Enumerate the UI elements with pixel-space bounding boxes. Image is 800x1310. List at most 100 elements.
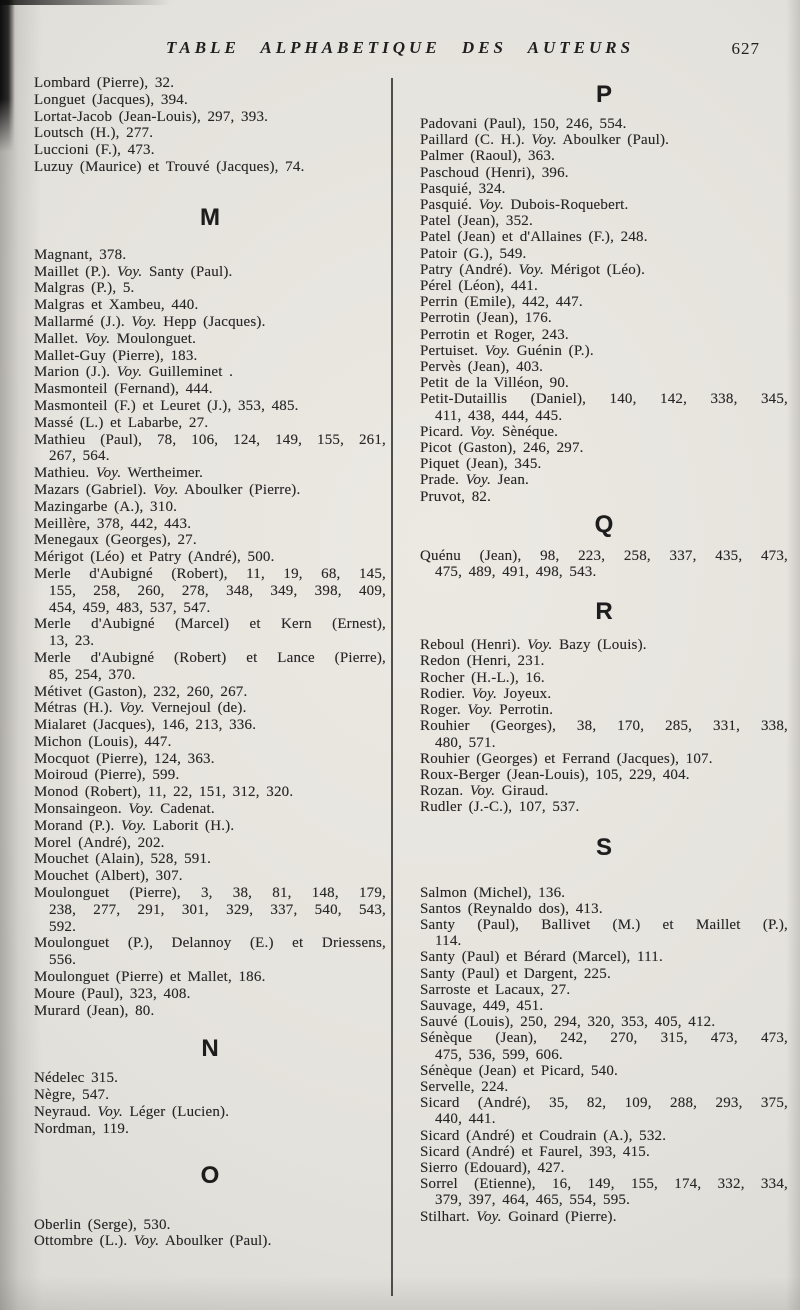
- page-number: 627: [731, 39, 760, 58]
- index-entry: Stilhart. Voy. Goinard (Pierre).: [420, 1209, 788, 1225]
- index-entry: Rudler (J.-C.), 107, 537.: [420, 799, 788, 815]
- voy-cross-reference: Voy.: [478, 197, 504, 214]
- index-entry: Picot (Gaston), 246, 297.: [420, 440, 788, 456]
- index-entry-line: Moure (Paul), 323, 408.: [34, 985, 191, 1002]
- index-entry: Mocquot (Pierre), 124, 363.: [34, 751, 386, 768]
- index-entry: Prade. Voy. Jean.: [420, 472, 788, 488]
- index-entry: Petit-Dutaillis (Daniel), 140, 142, 338,…: [420, 391, 788, 423]
- index-entry-line: Nordman, 119.: [34, 1120, 130, 1137]
- index-entry: Merle d'Aubigné (Robert), 11, 19, 68, 14…: [34, 566, 386, 616]
- index-entry: Merle d'Aubigné (Marcel) et Kern (Ernest…: [34, 616, 386, 650]
- index-entry: Masmonteil (Fernand), 444.: [34, 381, 386, 398]
- index-column-left: Lombard (Pierre), 32. Longuet (Jacques), …: [34, 75, 386, 1250]
- index-entry-line: Rozan. Voy. Giraud.: [420, 783, 549, 800]
- scan-shadow-bottom: [0, 1276, 800, 1310]
- index-entry: Massé (L.) et Labarbe, 27.: [34, 415, 386, 432]
- index-entry-line: Ottombre (L.). Voy. Aboulker (Paul).: [34, 1233, 272, 1250]
- index-entry-line: Magnant, 378.: [34, 246, 127, 263]
- section-header-P: P: [595, 81, 612, 108]
- index-entry-line: Métras (H.). Voy. Vernejoul (de).: [34, 700, 247, 717]
- index-entry: Patel (Jean), 352.: [420, 213, 788, 229]
- index-entry: Rozan. Voy. Giraud.: [420, 783, 788, 799]
- section-header-N: N: [201, 1035, 219, 1063]
- index-entry: Santy (Paul), Ballivet (M.) et Maillet (…: [420, 917, 788, 949]
- voy-cross-reference: Voy.: [119, 700, 145, 717]
- section-header-R: R: [595, 598, 613, 626]
- voy-cross-reference: Voy.: [531, 132, 557, 149]
- index-entry: Palmer (Raoul), 363.: [420, 148, 788, 164]
- voy-cross-reference: Voy.: [469, 783, 496, 800]
- index-entry: Nègre, 547.: [34, 1087, 386, 1104]
- index-entry: Rodier. Voy. Joyeux.: [420, 686, 788, 702]
- index-entry-line: Morand (P.). Voy. Laborit (H.).: [34, 817, 235, 834]
- index-entry-line: Neyraud. Voy. Léger (Lucien).: [34, 1104, 230, 1121]
- voy-cross-reference: Voy.: [484, 342, 511, 359]
- index-entry-line: Santy (Paul), Ballivet (M.) et Maillet (…: [420, 916, 788, 933]
- index-entry-line: Moulonguet (Pierre), 3, 38, 81, 148, 179…: [34, 885, 386, 902]
- index-entry: Quénu (Jean), 98, 223, 258, 337, 435, 47…: [420, 548, 788, 580]
- index-entry-line: Luccioni (F.), 473.: [34, 142, 155, 159]
- index-entry: Mialaret (Jacques), 146, 213, 336.: [34, 717, 386, 734]
- index-entry: Métras (H.). Voy. Vernejoul (de).: [34, 700, 386, 717]
- index-entry: Mallet. Voy. Moulonguet.: [34, 331, 386, 348]
- index-entry-line: Pertuiset. Voy. Guénin (P.).: [420, 342, 594, 359]
- column-divider: [391, 78, 393, 1296]
- index-entry: Moure (Paul), 323, 408.: [34, 986, 386, 1003]
- index-entry: Pasquié, 324.: [420, 181, 788, 197]
- index-entry: Loutsch (H.), 277.: [34, 125, 386, 142]
- index-entry-line: Malgras et Xambeu, 440.: [34, 297, 199, 314]
- index-entry-line: 155, 258, 260, 278, 348, 349, 398, 409,: [49, 582, 386, 599]
- index-entry: Sicard (André) et Coudrain (A.), 532.: [420, 1128, 788, 1144]
- index-entry: Patel (Jean) et d'Allaines (F.), 248.: [420, 229, 788, 245]
- index-entry-line: Moiroud (Pierre), 599.: [34, 767, 180, 784]
- index-entry-line: Rudler (J.-C.), 107, 537.: [420, 799, 580, 816]
- index-entry-line: Quénu (Jean), 98, 223, 258, 337, 435, 47…: [420, 547, 788, 564]
- index-entry: Lombard (Pierre), 32.: [34, 75, 386, 92]
- index-entry-line: 475, 489, 491, 498, 543.: [435, 564, 597, 581]
- index-entry-line: Patry (André). Voy. Mérigot (Léo).: [420, 261, 646, 278]
- index-entry: Lortat-Jacob (Jean-Louis), 297, 393.: [34, 109, 386, 126]
- index-entry-line: Sicard (André) et Coudrain (A.), 532.: [420, 1127, 667, 1144]
- index-entry: Rouhier (Georges) et Ferrand (Jacques), …: [420, 751, 788, 767]
- index-entry: Sauvage, 449, 451.: [420, 998, 788, 1014]
- index-entry: Malgras (P.), 5.: [34, 280, 386, 297]
- index-entry-line: Paschoud (Henri), 396.: [420, 164, 569, 181]
- index-entry-line: Murard (Jean), 80.: [34, 1002, 155, 1019]
- index-entry-line: Luzuy (Maurice) et Trouvé (Jacques), 74.: [34, 158, 305, 175]
- index-entry: Monsaingeon. Voy. Cadenat.: [34, 801, 386, 818]
- index-entry-line: Paillard (C. H.). Voy. Aboulker (Paul).: [420, 132, 670, 149]
- index-entry: Meillère, 378, 442, 443.: [34, 516, 386, 533]
- voy-cross-reference: Voy.: [465, 472, 492, 489]
- index-entry: Petit de la Villéon, 90.: [420, 375, 788, 391]
- index-entry-line: Sierro (Edouard), 427.: [420, 1159, 565, 1176]
- index-entry-line: 114.: [435, 933, 462, 950]
- index-entry: Michon (Louis), 447.: [34, 734, 386, 751]
- index-entry-line: Moulonguet (P.), Delannoy (E.) et Driess…: [34, 935, 386, 952]
- index-entry: Oberlin (Serge), 530.: [34, 1217, 386, 1234]
- index-entry-line: Sorrel (Etienne), 16, 149, 155, 174, 332…: [420, 1176, 788, 1193]
- page-title: TABLE ALPHABETIQUE DES AUTEURS: [165, 38, 635, 57]
- index-entry-line: Métivet (Gaston), 232, 260, 267.: [34, 683, 248, 700]
- index-entry-line: 13, 23.: [49, 633, 95, 650]
- index-entry-line: Meillère, 378, 442, 443.: [34, 515, 192, 532]
- index-entry-line: Rocher (H.-L.), 16.: [420, 669, 545, 686]
- index-entry: Masmonteil (F.) et Leuret (J.), 353, 485…: [34, 398, 386, 415]
- index-entry-line: Loutsch (H.), 277.: [34, 125, 154, 142]
- voy-cross-reference: Voy.: [133, 1233, 160, 1250]
- index-entry: Métivet (Gaston), 232, 260, 267.: [34, 684, 386, 701]
- index-entry-line: Mocquot (Pierre), 124, 363.: [34, 750, 215, 767]
- index-entry: Mouchet (Albert), 307.: [34, 868, 386, 885]
- index-entry-line: Sénèque (Jean) et Picard, 540.: [420, 1062, 619, 1079]
- index-entry: Nordman, 119.: [34, 1121, 386, 1138]
- index-entry-line: Mallet. Voy. Moulonguet.: [34, 330, 197, 347]
- index-entry-line: Monsaingeon. Voy. Cadenat.: [34, 801, 215, 818]
- voy-cross-reference: Voy.: [518, 261, 544, 278]
- index-entry-line: 267, 564.: [49, 448, 110, 465]
- scan-shadow-left: [0, 0, 42, 1310]
- section-header-O: O: [200, 1161, 220, 1189]
- index-entry: Santy (Paul) et Bérard (Marcel), 111.: [420, 949, 788, 965]
- index-entry-line: Roux-Berger (Jean-Louis), 105, 229, 404.: [420, 766, 690, 783]
- index-entry-line: Sicard (André), 35, 82, 109, 288, 293, 3…: [420, 1095, 788, 1112]
- index-entry-line: Massé (L.) et Labarbe, 27.: [34, 414, 209, 431]
- index-entry: Paillard (C. H.). Voy. Aboulker (Paul).: [420, 132, 788, 148]
